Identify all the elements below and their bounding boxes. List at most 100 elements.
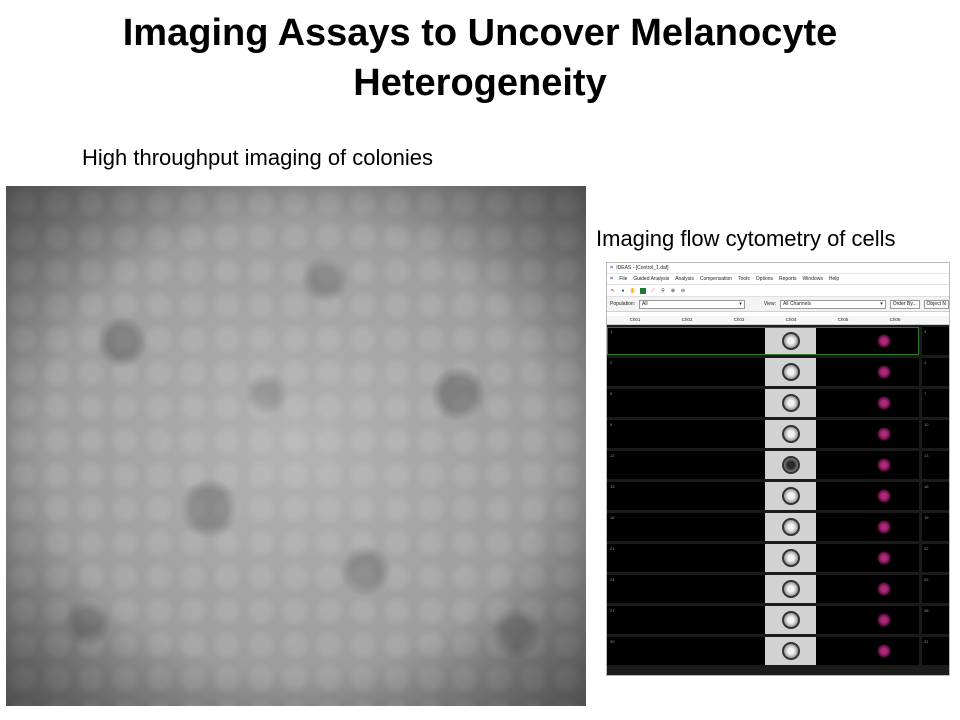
row-object-number: 2 bbox=[610, 360, 613, 365]
gallery-row[interactable]: 16 bbox=[607, 513, 919, 541]
selected-row-outline bbox=[607, 327, 919, 355]
menu-guided-analysis[interactable]: Guided Analysis bbox=[633, 276, 670, 282]
image-icon[interactable] bbox=[640, 287, 646, 294]
gallery-row[interactable]: 27 bbox=[607, 606, 919, 634]
side-row-object-number: 25 bbox=[924, 577, 929, 582]
side-row-object-number: 13 bbox=[924, 453, 929, 458]
brightfield-cell-image bbox=[765, 420, 816, 448]
brightfield-cell-image bbox=[765, 513, 816, 541]
menu-analysis[interactable]: Analysis bbox=[675, 276, 694, 282]
view-value: All Channels bbox=[782, 301, 812, 307]
gallery-row[interactable]: 15 bbox=[607, 482, 919, 510]
gallery-row[interactable]: 24 bbox=[607, 575, 919, 603]
row-object-number: 1 bbox=[610, 329, 613, 334]
side-gallery-row[interactable]: 16 bbox=[922, 482, 949, 510]
row-object-number: 6 bbox=[610, 391, 613, 396]
pointer-icon[interactable]: ↖ bbox=[610, 287, 616, 294]
brightfield-cell-image bbox=[765, 327, 816, 355]
gallery-row[interactable]: 1 bbox=[607, 327, 919, 355]
channel-label-4: Ch04 bbox=[785, 317, 797, 322]
title-line-1: Imaging Assays to Uncover Melanocyte bbox=[122, 12, 838, 54]
row-object-number: 24 bbox=[610, 577, 615, 582]
ideas-filterbar: Population: All ▾ View: All Channels ▾ O… bbox=[607, 297, 949, 312]
object-number-button[interactable]: Object N bbox=[923, 299, 949, 309]
color-icon[interactable]: ● bbox=[621, 287, 625, 294]
gallery-row[interactable]: 21 bbox=[607, 544, 919, 572]
cell-icon bbox=[781, 456, 800, 474]
cell-icon bbox=[781, 611, 800, 629]
row-object-number: 9 bbox=[610, 422, 613, 427]
side-gallery-row[interactable]: 7 bbox=[922, 389, 949, 417]
side-gallery-row[interactable]: 10 bbox=[922, 420, 949, 448]
side-row-object-number: 4 bbox=[924, 360, 927, 365]
side-row-object-number: 3 bbox=[924, 329, 927, 334]
image-gallery-grid: 1 3 2 4 6 7 9 10 12 13 15 16 16 19 21 22 24 25 27 28 30 31 bbox=[607, 325, 949, 675]
brightfield-cell-image bbox=[765, 482, 816, 510]
cell-icon bbox=[781, 425, 800, 443]
menu-windows[interactable]: Windows bbox=[802, 276, 823, 282]
graph-icon[interactable]: ⟋ bbox=[651, 287, 655, 294]
fluorescence-cell-image bbox=[877, 334, 891, 348]
menu-options[interactable]: Options bbox=[755, 276, 774, 282]
ideas-window-title: IDEAS - [Control_1.daf] bbox=[616, 265, 669, 271]
order-by-button[interactable]: Order By... bbox=[889, 299, 920, 309]
ideas-logo-icon: ≈ bbox=[610, 265, 614, 271]
channel-label-5: Ch05 bbox=[837, 317, 849, 322]
side-gallery-row[interactable]: 19 bbox=[922, 513, 949, 541]
fluorescence-cell-image bbox=[877, 613, 891, 627]
fluorescence-cell-image bbox=[877, 551, 891, 565]
menu-tools[interactable]: Tools bbox=[738, 276, 750, 282]
zoom-in-icon[interactable]: ⊕ bbox=[670, 287, 676, 294]
gallery-row[interactable]: 9 bbox=[607, 420, 919, 448]
side-row-object-number: 10 bbox=[924, 422, 929, 427]
view-label: View: bbox=[763, 301, 776, 307]
zoom-icon[interactable]: ⚲ bbox=[661, 287, 665, 294]
view-select[interactable]: All Channels ▾ bbox=[779, 299, 886, 309]
gallery-row[interactable]: 12 bbox=[607, 451, 919, 479]
channel-label-2: Ch02 bbox=[681, 317, 693, 322]
cytometry-caption: Imaging flow cytometry of cells bbox=[596, 226, 896, 251]
zoom-out-icon[interactable]: ⊖ bbox=[680, 287, 686, 294]
row-object-number: 15 bbox=[610, 484, 615, 489]
ideas-software-screenshot: ≈ IDEAS - [Control_1.daf] ≈ File Guided … bbox=[606, 262, 950, 676]
channel-label-6: Ch06 bbox=[889, 317, 901, 322]
channel-label-1: Ch01 bbox=[629, 317, 641, 322]
side-row-object-number: 31 bbox=[924, 639, 929, 644]
view-chevron-down-icon: ▾ bbox=[880, 301, 883, 307]
side-gallery-row[interactable]: 28 bbox=[922, 606, 949, 634]
row-object-number: 16 bbox=[610, 515, 615, 520]
side-gallery-row[interactable]: 3 bbox=[922, 327, 949, 355]
side-gallery-row[interactable]: 22 bbox=[922, 544, 949, 572]
gallery-row[interactable]: 6 bbox=[607, 389, 919, 417]
fluorescence-cell-image bbox=[877, 396, 891, 410]
gallery-row[interactable]: 30 bbox=[607, 637, 919, 665]
brightfield-cell-image bbox=[765, 389, 816, 417]
ideas-toolbar: ↖ ● ✋ ⟋ ⚲ ⊕ ⊖ bbox=[607, 284, 949, 297]
menu-help[interactable]: Help bbox=[828, 276, 840, 282]
fluorescence-cell-image bbox=[877, 365, 891, 379]
side-row-object-number: 19 bbox=[924, 515, 929, 520]
channel-header: Ch01 Ch02 Ch03 Ch04 Ch05 Ch06 bbox=[607, 316, 949, 325]
side-gallery-row[interactable]: 4 bbox=[922, 358, 949, 386]
cell-icon bbox=[781, 642, 800, 660]
menu-file[interactable]: File bbox=[619, 276, 628, 282]
side-gallery-row[interactable]: 31 bbox=[922, 637, 949, 665]
population-value: All bbox=[642, 301, 648, 307]
ideas-menubar: ≈ File Guided Analysis Analysis Compensa… bbox=[607, 274, 949, 284]
fluorescence-cell-image bbox=[877, 458, 891, 472]
fluorescence-cell-image bbox=[877, 582, 891, 596]
row-object-number: 27 bbox=[610, 608, 615, 613]
menu-compensation[interactable]: Compensation bbox=[699, 276, 733, 282]
row-object-number: 21 bbox=[610, 546, 615, 551]
side-row-object-number: 16 bbox=[924, 484, 929, 489]
population-select[interactable]: All ▾ bbox=[639, 299, 745, 309]
menu-reports[interactable]: Reports bbox=[779, 276, 797, 282]
side-gallery-row[interactable]: 13 bbox=[922, 451, 949, 479]
gallery-row[interactable]: 2 bbox=[607, 358, 919, 386]
side-gallery-row[interactable]: 25 bbox=[922, 575, 949, 603]
hand-icon[interactable]: ✋ bbox=[629, 287, 637, 294]
brightfield-cell-image bbox=[765, 544, 816, 572]
brightfield-cell-image bbox=[765, 575, 816, 603]
cell-icon bbox=[781, 580, 800, 598]
title-line-2: Heterogeneity bbox=[353, 62, 607, 104]
